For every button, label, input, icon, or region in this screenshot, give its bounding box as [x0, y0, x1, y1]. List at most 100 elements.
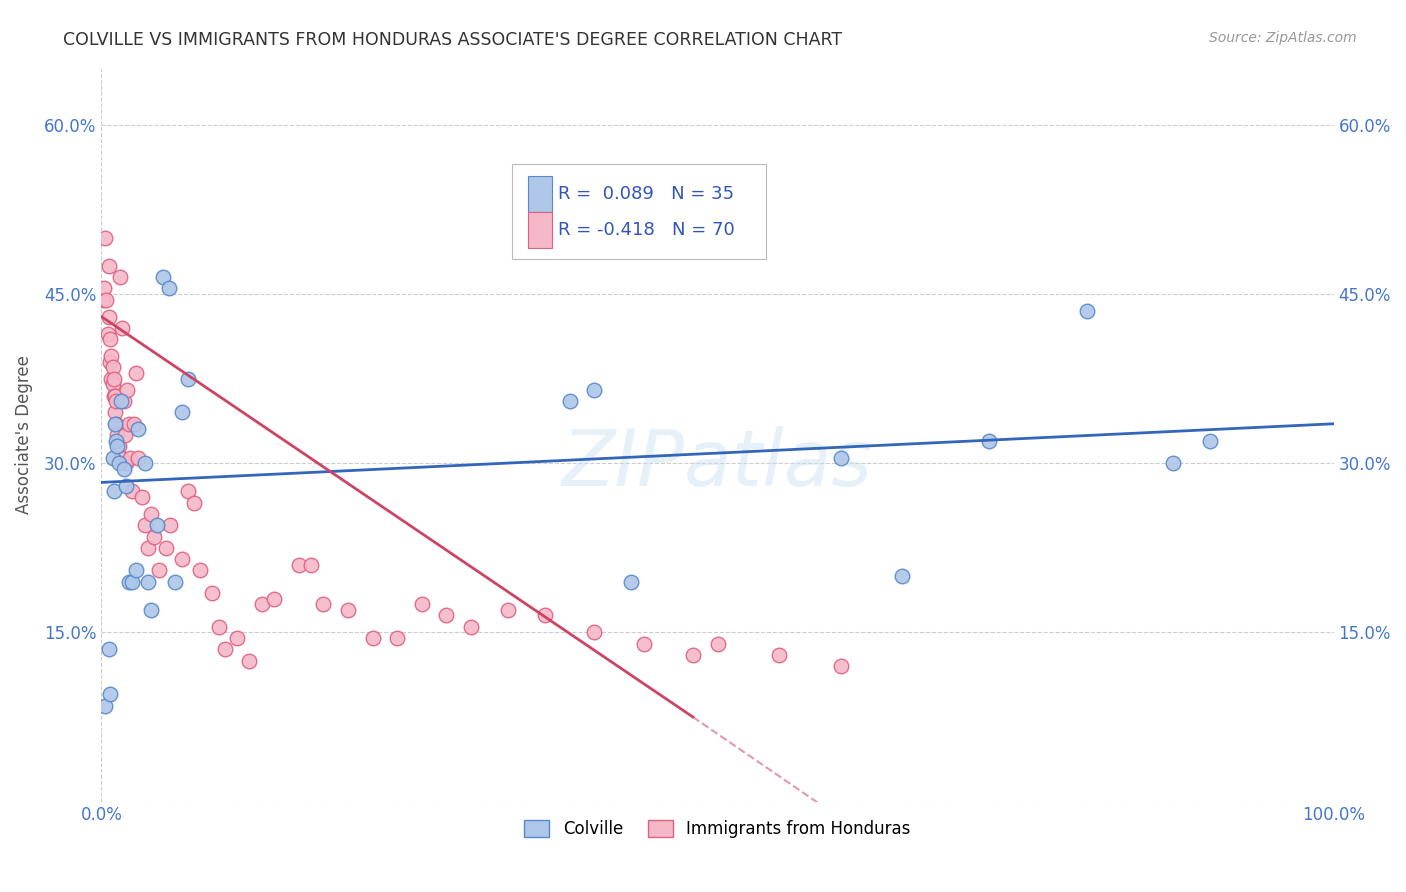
Point	[107, 456, 129, 470]
Point	[117, 383, 139, 397]
Point	[98, 355, 121, 369]
Point	[706, 191, 728, 205]
Point	[170, 405, 193, 419]
Point	[127, 450, 149, 465]
Point	[534, 608, 557, 623]
Point	[620, 574, 643, 589]
Point	[105, 434, 128, 448]
Point	[97, 310, 120, 324]
Text: R = -0.418   N = 70: R = -0.418 N = 70	[558, 221, 735, 239]
Point	[891, 569, 914, 583]
Point	[682, 648, 704, 662]
Point	[583, 383, 606, 397]
Point	[361, 631, 384, 645]
Point	[226, 631, 249, 645]
Point	[100, 372, 122, 386]
Point	[94, 230, 117, 244]
Point	[146, 518, 169, 533]
Point	[436, 608, 458, 623]
Point	[112, 394, 135, 409]
Point	[299, 558, 322, 572]
Point	[104, 417, 127, 431]
Point	[117, 574, 139, 589]
Point	[101, 377, 124, 392]
Point	[114, 428, 136, 442]
Point	[633, 637, 655, 651]
Point	[768, 648, 790, 662]
Text: ZIPatlas: ZIPatlas	[562, 426, 873, 502]
Point	[104, 388, 127, 402]
Point	[411, 597, 433, 611]
Point	[115, 479, 138, 493]
Point	[136, 541, 159, 555]
Point	[287, 558, 309, 572]
Legend: Colville, Immigrants from Honduras: Colville, Immigrants from Honduras	[517, 813, 917, 845]
Point	[101, 450, 124, 465]
Point	[830, 659, 852, 673]
Point	[1199, 434, 1222, 448]
Point	[107, 439, 129, 453]
Point	[250, 597, 273, 611]
Point	[134, 518, 156, 533]
Point	[139, 603, 162, 617]
Y-axis label: Associate's Degree: Associate's Degree	[15, 356, 32, 515]
Text: COLVILLE VS IMMIGRANTS FROM HONDURAS ASSOCIATE'S DEGREE CORRELATION CHART: COLVILLE VS IMMIGRANTS FROM HONDURAS ASS…	[63, 31, 842, 49]
Point	[977, 434, 1000, 448]
Point	[583, 625, 606, 640]
Point	[98, 332, 121, 346]
Point	[93, 281, 115, 295]
Point	[207, 620, 229, 634]
Point	[139, 507, 162, 521]
Point	[134, 456, 156, 470]
Point	[111, 321, 134, 335]
Point	[177, 372, 200, 386]
Point	[110, 394, 132, 409]
Point	[101, 360, 124, 375]
Point	[125, 366, 148, 380]
Point	[122, 417, 145, 431]
Point	[94, 698, 117, 713]
Point	[108, 270, 131, 285]
Point	[105, 394, 128, 409]
Point	[121, 484, 143, 499]
Point	[148, 563, 170, 577]
Point	[97, 326, 120, 341]
Point	[1163, 456, 1185, 470]
Point	[127, 422, 149, 436]
Point	[118, 450, 141, 465]
Point	[183, 496, 205, 510]
Point	[165, 574, 187, 589]
Point	[830, 450, 852, 465]
Point	[107, 439, 129, 453]
Point	[170, 552, 193, 566]
Text: R =  0.089   N = 35: R = 0.089 N = 35	[558, 186, 734, 203]
Point	[143, 530, 166, 544]
Point	[177, 484, 200, 499]
Point	[107, 428, 129, 442]
Point	[152, 270, 174, 285]
Point	[100, 349, 122, 363]
Point	[103, 372, 125, 386]
Text: Source: ZipAtlas.com: Source: ZipAtlas.com	[1209, 31, 1357, 45]
Point	[706, 637, 728, 651]
Point	[159, 518, 181, 533]
Point	[157, 281, 180, 295]
Point	[201, 586, 224, 600]
Point	[496, 603, 519, 617]
Point	[103, 388, 125, 402]
Point	[263, 591, 285, 606]
Point	[117, 417, 139, 431]
Point	[96, 293, 118, 307]
Point	[110, 450, 132, 465]
Point	[155, 541, 177, 555]
Point	[105, 417, 128, 431]
Point	[97, 642, 120, 657]
Point	[336, 603, 359, 617]
Point	[558, 394, 581, 409]
Point	[112, 462, 135, 476]
Point	[385, 631, 408, 645]
Point	[97, 259, 120, 273]
Point	[115, 456, 138, 470]
Point	[214, 642, 236, 657]
Point	[1076, 304, 1098, 318]
